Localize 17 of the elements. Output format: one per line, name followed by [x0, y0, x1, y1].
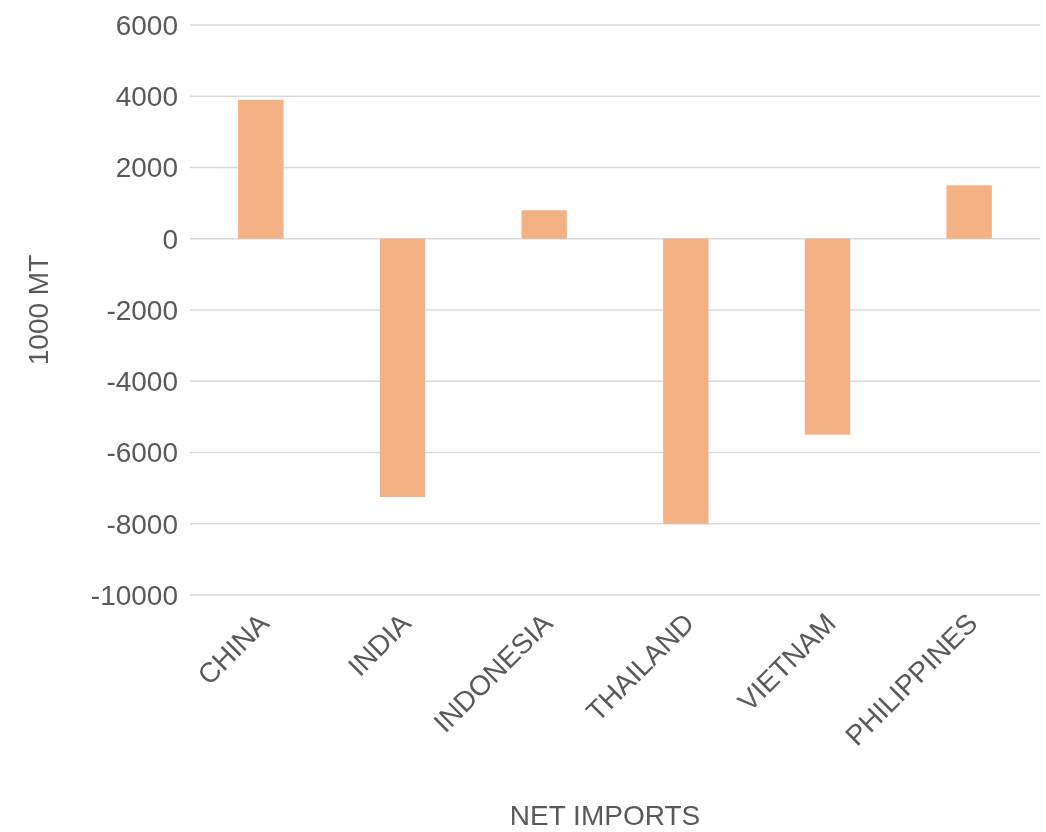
y-tick-label: -4000 — [106, 366, 178, 398]
y-tick-label: -10000 — [90, 579, 178, 611]
bar — [663, 238, 709, 524]
y-tick-label: 0 — [162, 223, 178, 255]
y-tick-label: 4000 — [115, 81, 178, 113]
y-tick-label: -6000 — [106, 437, 178, 469]
bar — [238, 99, 284, 239]
bar — [521, 210, 567, 239]
bar — [946, 185, 992, 239]
x-axis-title: NET IMPORTS — [509, 800, 701, 831]
y-axis-title: 1000 MT — [23, 254, 54, 366]
bar — [379, 238, 426, 498]
y-tick-label: 6000 — [115, 9, 178, 41]
bar — [804, 238, 851, 435]
y-tick-label: -8000 — [106, 508, 178, 540]
y-tick-label: -2000 — [106, 294, 178, 326]
y-tick-label: 2000 — [115, 152, 178, 184]
